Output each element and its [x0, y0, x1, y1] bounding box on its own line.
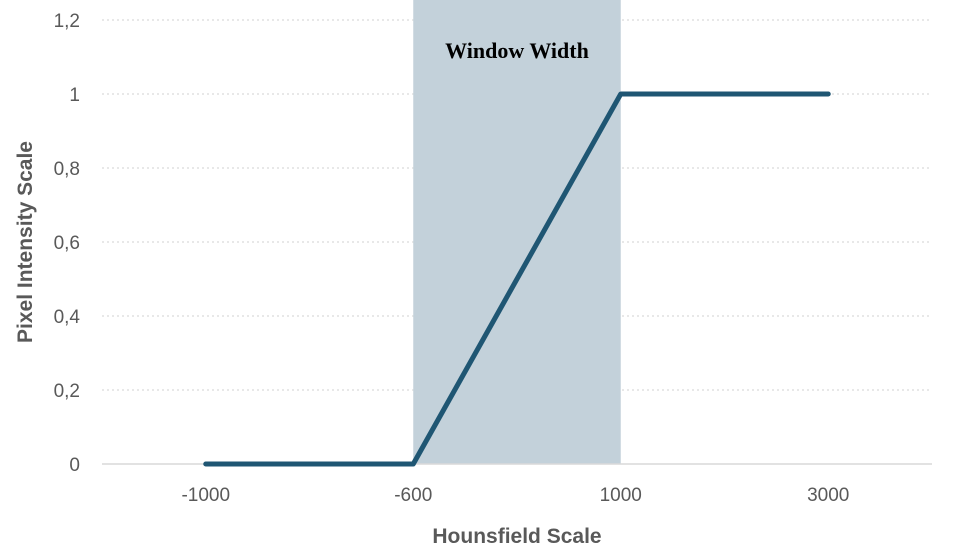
y-tick-label: 1 [69, 85, 80, 106]
y-tick-labels: 0 0,2 0,4 0,6 0,8 1 1,2 [54, 11, 81, 476]
y-tick-label: 0,8 [54, 159, 80, 180]
x-tick-labels: -1000 -600 1000 3000 [181, 485, 849, 506]
series [203, 91, 831, 467]
y-axis-title: Pixel Intensity Scale [14, 141, 37, 343]
y-tick-label: 0 [69, 455, 80, 476]
x-tick-label: -600 [394, 485, 432, 506]
window-width-label: Window Width [445, 38, 589, 63]
y-tick-label: 0,2 [54, 381, 80, 402]
x-axis-title: Hounsfield Scale [432, 525, 601, 548]
x-tick-label: 3000 [807, 485, 849, 506]
y-tick-label: 0,6 [54, 233, 80, 254]
window-width-band [413, 0, 621, 464]
x-tick-label: 1000 [600, 485, 642, 506]
x-tick-label: -1000 [181, 485, 230, 506]
series-line [203, 91, 831, 467]
y-tick-label: 0,4 [54, 307, 81, 328]
y-tick-label: 1,2 [54, 11, 80, 32]
